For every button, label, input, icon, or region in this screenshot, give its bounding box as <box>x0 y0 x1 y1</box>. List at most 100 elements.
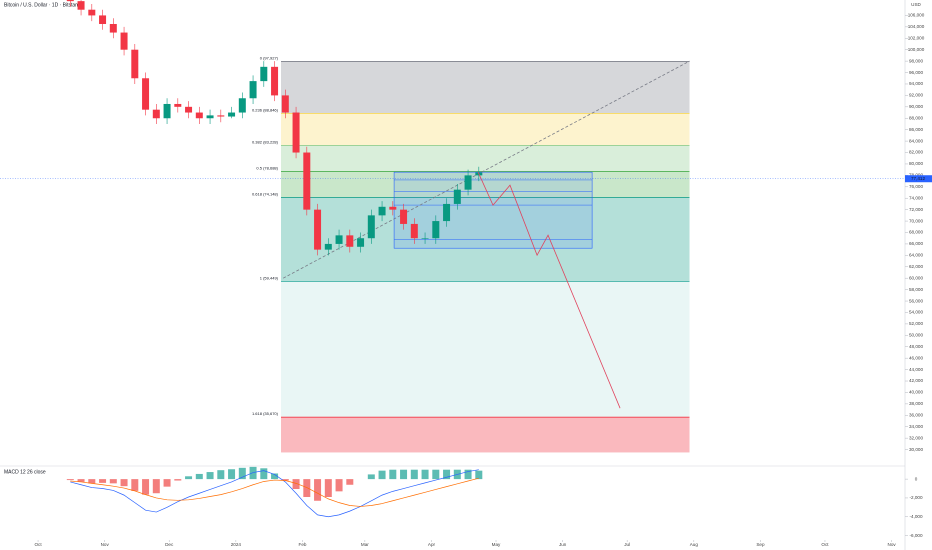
macd-histogram-bar <box>131 479 139 491</box>
candle-body <box>109 23 117 33</box>
y-tick-label: 50,000 <box>909 333 923 338</box>
y-tick-label: 66,000 <box>909 241 923 246</box>
candle-body <box>185 106 193 113</box>
candle-body <box>238 98 246 113</box>
macd-histogram-bar <box>367 474 375 480</box>
candle-body <box>249 81 257 99</box>
macd-histogram-bar <box>163 479 171 487</box>
x-tick-label: Nov <box>888 542 897 547</box>
fib-label: 0.236 (88,846) <box>252 107 279 112</box>
y-tick-label: 76,000 <box>909 184 923 189</box>
y-tick-label: 100,000 <box>908 47 925 52</box>
y-tick-label: 42,000 <box>909 378 923 383</box>
y-tick-label: 34,000 <box>909 424 923 429</box>
candle-body <box>152 109 160 119</box>
currency: USD <box>911 2 921 7</box>
x-tick-label: Feb <box>299 542 307 547</box>
macd-y-tick-label: -6,000 <box>909 533 922 538</box>
x-tick-label: Sep <box>756 542 765 547</box>
macd-histogram-bar <box>238 467 246 480</box>
fib-label: 0 (97,927) <box>260 56 279 61</box>
y-tick-label: 68,000 <box>909 230 923 235</box>
fib-zone <box>281 281 690 418</box>
x-tick-label: Mar <box>361 542 369 547</box>
candle-body <box>292 112 300 153</box>
x-tick-label: Aug <box>690 542 699 547</box>
y-tick-label: 72,000 <box>909 207 923 212</box>
y-tick-label: 94,000 <box>909 81 923 86</box>
fib-label: 1.618 (35,670) <box>252 411 279 416</box>
y-tick-label: 36,000 <box>909 413 923 418</box>
macd-histogram-bar <box>206 472 214 480</box>
candle-body <box>271 66 279 96</box>
macd-histogram-bar <box>249 466 257 480</box>
y-tick-label: 46,000 <box>909 355 923 360</box>
x-tick-label: Jun <box>559 542 567 547</box>
macd-histogram-bar <box>378 470 386 480</box>
y-tick-label: 80,000 <box>909 161 923 166</box>
x-tick-label: 2024 <box>231 542 242 547</box>
y-tick-label: 98,000 <box>909 58 923 63</box>
macd-histogram-bar <box>432 469 440 480</box>
macd-histogram-bar <box>410 469 418 480</box>
candle-body <box>228 112 236 117</box>
macd-y-tick-label: -4,000 <box>909 514 922 519</box>
candle-body <box>260 66 268 82</box>
y-tick-label: 60,000 <box>909 275 923 280</box>
candle-body <box>303 152 311 210</box>
fib-label: 1 (59,449) <box>260 275 279 280</box>
candle-body <box>400 209 408 224</box>
candle-body <box>367 215 375 239</box>
candle-body <box>131 49 139 79</box>
y-tick-label: 82,000 <box>909 150 923 155</box>
fib-zone <box>281 417 690 453</box>
candle-body <box>120 32 128 50</box>
y-tick-label: 64,000 <box>909 253 923 258</box>
y-tick-label: 30,000 <box>909 447 923 452</box>
macd-y-tick-label: 0 <box>915 476 918 481</box>
fib-label: 0.5 (78,688) <box>256 166 278 171</box>
macd-histogram-bar <box>475 470 483 480</box>
y-tick-label: 84,000 <box>909 138 923 143</box>
macd-y-tick-label: -2,000 <box>909 495 922 500</box>
fib-zone <box>281 145 690 172</box>
y-tick-label: 106,000 <box>908 13 925 18</box>
y-tick-label: 38,000 <box>909 401 923 406</box>
macd-title: MACD 12 26 close <box>4 469 46 475</box>
candle-body <box>421 238 429 239</box>
candle-body <box>217 115 225 117</box>
candle-body <box>195 112 203 119</box>
macd-histogram-bar <box>400 469 408 480</box>
x-tick-label: Oct <box>34 542 42 547</box>
macd-histogram-bar <box>99 479 107 483</box>
macd-histogram-bar <box>292 479 300 489</box>
macd-histogram-bar <box>142 479 150 495</box>
candle-body <box>142 78 150 110</box>
range-box <box>393 171 593 249</box>
y-tick-label: 48,000 <box>909 344 923 349</box>
fib-label: 0.618 (74,148) <box>252 191 279 196</box>
candle-body <box>378 206 386 216</box>
fib-zone <box>281 113 690 146</box>
candle-body <box>346 235 354 247</box>
fib-zone <box>281 171 690 198</box>
y-tick-label: 78,000 <box>909 173 923 178</box>
y-tick-label: 32,000 <box>909 435 923 440</box>
macd-histogram-bar <box>324 479 332 497</box>
macd-histogram-bar <box>443 469 451 480</box>
y-tick-label: 104,000 <box>908 24 925 29</box>
macd-histogram-bar <box>271 473 279 480</box>
macd-histogram-bar <box>120 479 128 487</box>
candle-body <box>66 0 74 2</box>
x-tick-label: Apr <box>428 542 436 547</box>
candle-body <box>443 203 451 222</box>
y-tick-label: 88,000 <box>909 115 923 120</box>
macd-histogram-bar <box>88 479 96 484</box>
macd-histogram-bar <box>77 479 85 482</box>
x-tick-label: Dec <box>165 542 174 547</box>
last-price-label: 77,412 <box>911 176 925 181</box>
macd-histogram-bar <box>260 468 268 480</box>
y-tick-label: 86,000 <box>909 127 923 132</box>
